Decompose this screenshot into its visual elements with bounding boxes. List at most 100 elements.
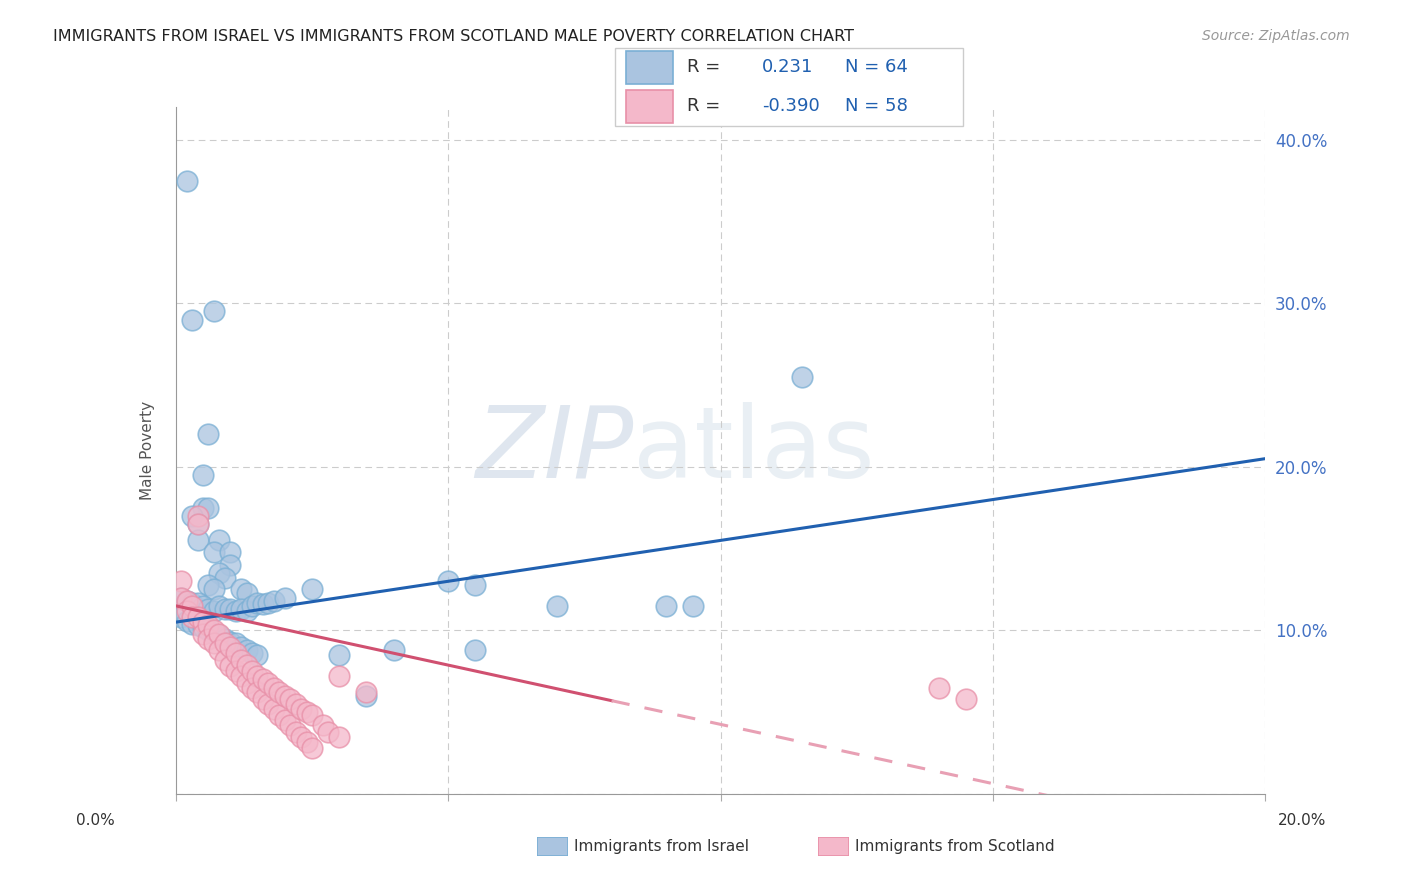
Point	[170, 610, 193, 624]
Point	[263, 681, 285, 695]
Point	[278, 692, 301, 706]
Point	[682, 599, 704, 613]
Point	[437, 574, 460, 589]
Point	[240, 599, 263, 613]
Point	[231, 602, 253, 616]
Point	[214, 653, 236, 667]
Text: Immigrants from Scotland: Immigrants from Scotland	[855, 839, 1054, 854]
Point	[546, 599, 568, 613]
Point	[219, 659, 242, 673]
Point	[252, 692, 274, 706]
Point	[792, 369, 814, 384]
Point	[246, 685, 269, 699]
Point	[235, 585, 257, 599]
Point	[252, 673, 274, 687]
Point	[202, 604, 225, 618]
Point	[181, 616, 204, 631]
Text: 20.0%: 20.0%	[1278, 814, 1326, 828]
Text: -0.390: -0.390	[762, 97, 820, 115]
Point	[208, 628, 231, 642]
Point	[328, 648, 350, 662]
Point	[197, 577, 219, 591]
Point	[235, 675, 257, 690]
Point	[208, 643, 231, 657]
Point	[290, 702, 312, 716]
Point	[231, 653, 253, 667]
Text: atlas: atlas	[633, 402, 875, 499]
Point	[202, 636, 225, 650]
Point	[235, 604, 257, 618]
Point	[208, 599, 231, 613]
Point	[181, 599, 204, 613]
Point	[284, 724, 307, 739]
Point	[382, 643, 405, 657]
Point	[284, 697, 307, 711]
Point	[186, 596, 209, 610]
Point	[170, 574, 193, 589]
Point	[197, 427, 219, 442]
Y-axis label: Male Poverty: Male Poverty	[141, 401, 155, 500]
Text: ZIP: ZIP	[475, 402, 633, 499]
Point	[176, 173, 198, 188]
Point	[246, 596, 269, 610]
Point	[225, 646, 247, 660]
Point	[274, 689, 297, 703]
Point	[202, 626, 225, 640]
Text: R =: R =	[688, 59, 720, 77]
Point	[257, 596, 280, 610]
Point	[202, 624, 225, 638]
Point	[928, 681, 950, 695]
Text: Source: ZipAtlas.com: Source: ZipAtlas.com	[1202, 29, 1350, 43]
FancyBboxPatch shape	[818, 837, 849, 856]
Point	[246, 669, 269, 683]
Point	[191, 500, 214, 515]
Point	[246, 648, 269, 662]
Point	[219, 635, 242, 649]
Point	[257, 697, 280, 711]
Point	[464, 643, 486, 657]
Point	[240, 646, 263, 660]
Point	[214, 602, 236, 616]
Point	[356, 685, 378, 699]
Point	[191, 620, 214, 634]
Point	[176, 614, 198, 628]
Point	[208, 533, 231, 548]
Point	[240, 664, 263, 679]
Text: 0.0%: 0.0%	[76, 814, 115, 828]
Text: N = 64: N = 64	[845, 59, 907, 77]
Point	[186, 508, 209, 523]
Point	[219, 602, 242, 616]
Point	[301, 708, 323, 723]
Point	[269, 685, 291, 699]
Point	[252, 597, 274, 611]
Point	[170, 591, 193, 605]
Text: R =: R =	[688, 97, 720, 115]
FancyBboxPatch shape	[537, 837, 568, 856]
Point	[186, 516, 209, 531]
Point	[263, 702, 285, 716]
Point	[214, 571, 236, 585]
Point	[356, 689, 378, 703]
Point	[235, 657, 257, 672]
Point	[186, 533, 209, 548]
Point	[176, 604, 198, 618]
Point	[225, 636, 247, 650]
Point	[301, 582, 323, 597]
Point	[295, 705, 318, 719]
Point	[191, 599, 214, 613]
Point	[197, 618, 219, 632]
Point	[181, 508, 204, 523]
Point	[301, 741, 323, 756]
Point	[464, 577, 486, 591]
Point	[197, 624, 219, 638]
Point	[191, 615, 214, 630]
Point	[655, 599, 678, 613]
Text: 0.231: 0.231	[762, 59, 814, 77]
Point	[257, 675, 280, 690]
Point	[318, 724, 340, 739]
Point	[955, 692, 977, 706]
Point	[328, 669, 350, 683]
Point	[191, 626, 214, 640]
Point	[278, 718, 301, 732]
Point	[170, 591, 193, 605]
